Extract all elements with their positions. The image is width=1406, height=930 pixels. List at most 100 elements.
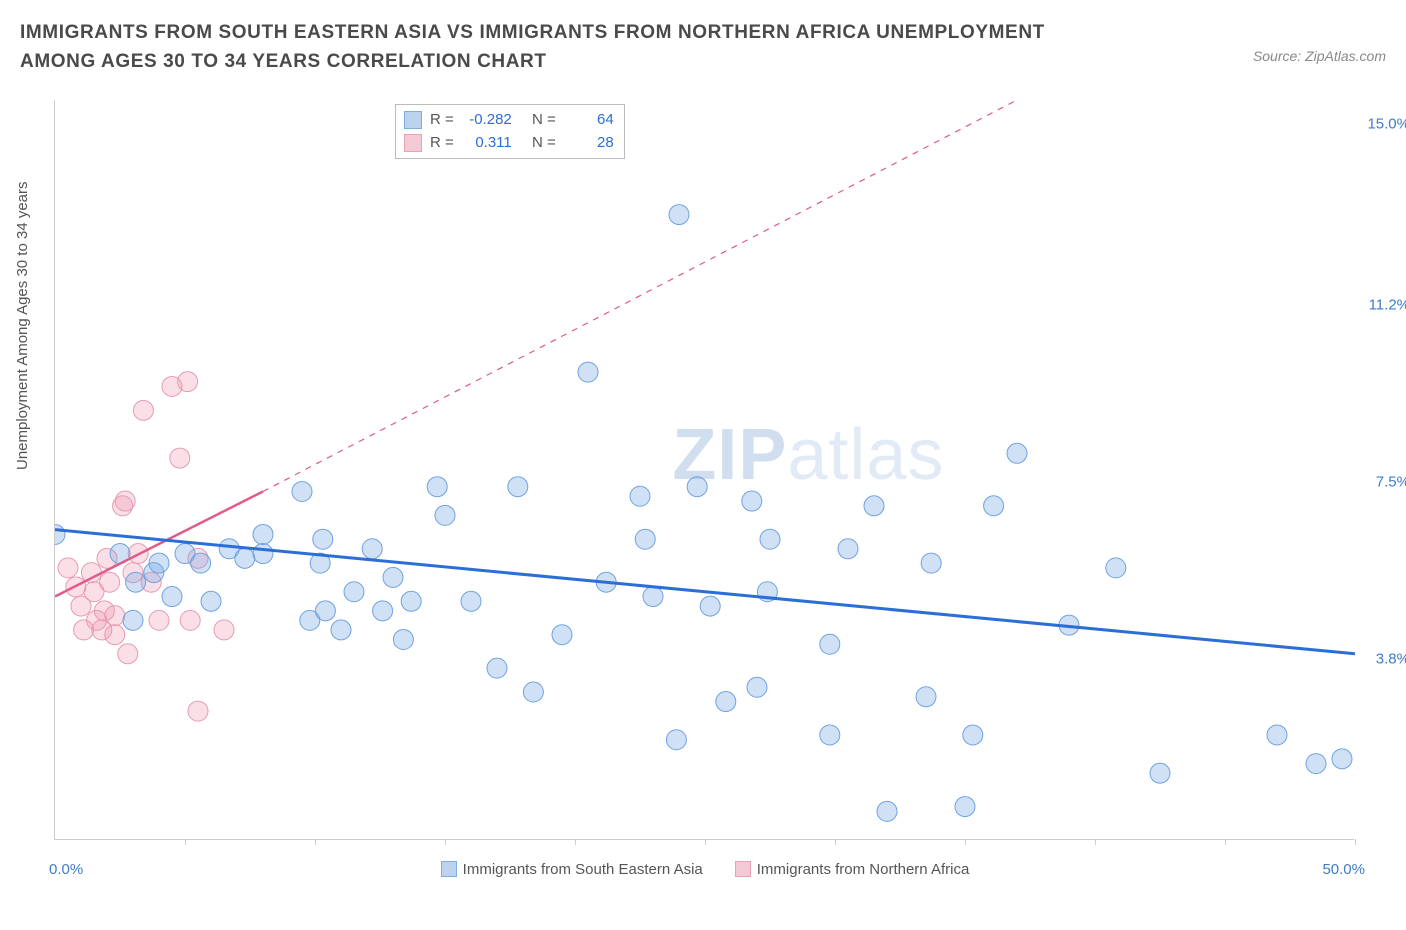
data-point [687,477,707,497]
stats-row-series-b: R = 0.311 N = 28 [404,132,614,155]
y-axis-label: Unemployment Among Ages 30 to 34 years [14,181,31,470]
data-point [630,486,650,506]
data-point [100,572,120,592]
stats-swatch-a [404,111,422,129]
data-point [133,400,153,420]
data-point [864,496,884,516]
data-point [180,610,200,630]
legend-swatch-b [735,861,751,877]
data-point [552,625,572,645]
data-point [716,692,736,712]
data-point [963,725,983,745]
stats-n-label-b: N = [532,132,556,155]
data-point [760,529,780,549]
correlation-chart: Unemployment Among Ages 30 to 34 years Z… [54,100,1394,870]
stats-row-series-a: R = -0.282 N = 64 [404,109,614,132]
trend-line [55,530,1355,654]
data-point [1007,443,1027,463]
data-point [170,448,190,468]
data-point [55,524,65,544]
stats-n-value-b: 28 [564,132,614,155]
data-point [313,529,333,549]
data-point [383,567,403,587]
legend-label-a: Immigrants from South Eastern Asia [463,861,703,878]
data-point [149,553,169,573]
data-point [508,477,528,497]
stats-swatch-b [404,134,422,152]
data-point [523,682,543,702]
data-point [178,372,198,392]
data-point [105,606,125,626]
data-point [118,644,138,664]
stats-legend: R = -0.282 N = 64 R = 0.311 N = 28 [395,104,625,159]
trend-line [263,100,1017,491]
data-point [1106,558,1126,578]
y-tick-label: 3.8% [1376,650,1406,667]
y-tick-label: 7.5% [1376,473,1406,490]
data-point [235,548,255,568]
data-point [747,677,767,697]
data-point [1267,725,1287,745]
data-point [916,687,936,707]
data-point [253,524,273,544]
data-point [427,477,447,497]
data-point [58,558,78,578]
data-point [175,544,195,564]
stats-r-value-b: 0.311 [462,132,512,155]
data-point [362,539,382,559]
y-tick-label: 11.2% [1369,297,1406,314]
legend-item-b: Immigrants from Northern Africa [735,861,970,878]
data-point [292,481,312,501]
data-point [149,610,169,630]
data-point [1150,763,1170,783]
legend-item-a: Immigrants from South Eastern Asia [441,861,703,878]
data-point [393,629,413,649]
source-attribution: Source: ZipAtlas.com [1253,48,1386,64]
data-point [105,625,125,645]
data-point [461,591,481,611]
stats-r-value-a: -0.282 [462,109,512,132]
data-point [838,539,858,559]
data-point [401,591,421,611]
stats-n-value-a: 64 [564,109,614,132]
x-tick-mark [1355,839,1356,845]
data-point [188,701,208,721]
data-point [81,563,101,583]
data-point [820,634,840,654]
source-name: ZipAtlas.com [1305,48,1386,64]
scatter-svg [55,100,1355,840]
data-point [315,601,335,621]
data-point [578,362,598,382]
legend-label-b: Immigrants from Northern Africa [757,861,970,878]
data-point [820,725,840,745]
data-point [643,587,663,607]
data-point [955,797,975,817]
data-point [435,505,455,525]
y-tick-label: 15.0% [1367,115,1406,132]
data-point [1306,754,1326,774]
data-point [126,572,146,592]
data-point [1332,749,1352,769]
data-point [666,730,686,750]
data-point [115,491,135,511]
data-point [214,620,234,640]
source-prefix: Source: [1253,48,1305,64]
data-point [669,205,689,225]
data-point [984,496,1004,516]
data-point [921,553,941,573]
data-point [331,620,351,640]
stats-r-label-b: R = [430,132,454,155]
data-point [635,529,655,549]
x-axis-max: 50.0% [1322,861,1365,878]
data-point [201,591,221,611]
legend-swatch-a [441,861,457,877]
data-point [373,601,393,621]
stats-r-label: R = [430,109,454,132]
data-point [253,544,273,564]
data-point [877,801,897,821]
data-point [487,658,507,678]
bottom-legend: Immigrants from South Eastern Asia Immig… [55,861,1355,878]
page-title: IMMIGRANTS FROM SOUTH EASTERN ASIA VS IM… [20,18,1120,77]
stats-n-label: N = [532,109,556,132]
data-point [344,582,364,602]
